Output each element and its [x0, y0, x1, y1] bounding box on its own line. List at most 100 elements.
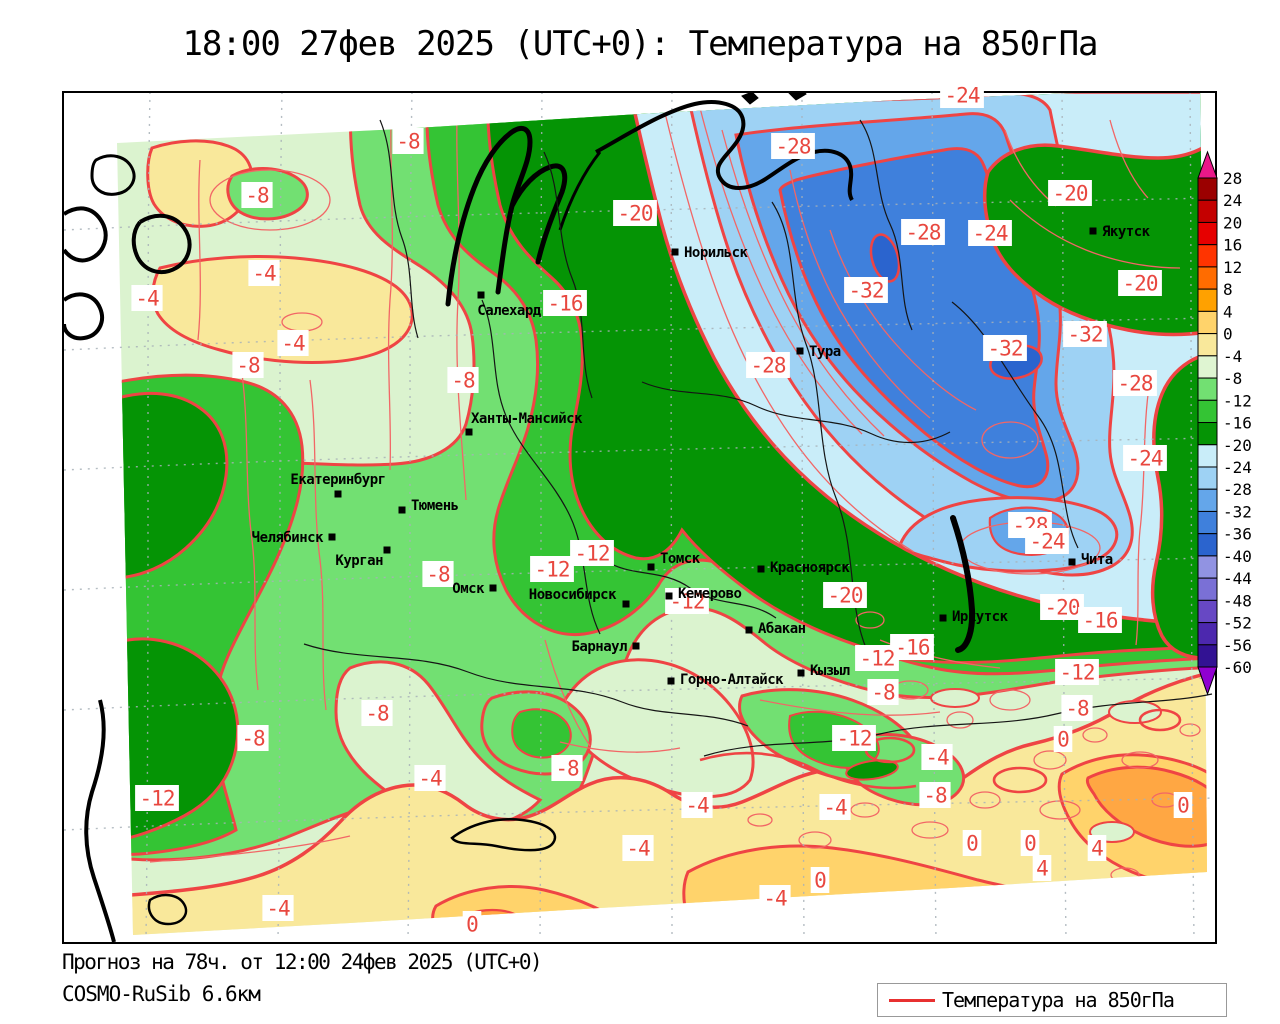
isotherm-label: -4: [266, 897, 290, 921]
isotherm-label: -28: [751, 354, 786, 378]
isotherm-label-box: [241, 182, 273, 208]
isotherm-label: -28: [906, 221, 941, 245]
city-dot: [622, 600, 630, 608]
colorbar-tick-label: 8: [1223, 280, 1233, 299]
isotherm-label: -20: [618, 202, 653, 226]
colorbar-tick-label: -52: [1223, 614, 1252, 633]
mountain-green-dark: [845, 759, 899, 781]
isotherm-label: -12: [1060, 661, 1095, 685]
isotherm-label: -24: [973, 222, 1008, 246]
arctic-island2: [787, 92, 807, 101]
coastlines-and-borders: [63, 92, 1213, 943]
city-label: Иркутск: [952, 609, 1009, 625]
isotherm-label: -28: [776, 135, 811, 159]
isotherm-label: -20: [828, 584, 863, 608]
colorbar-tick-label: -4: [1223, 347, 1242, 366]
temperature-colorbar: 28 24 20 16 12 8 4 0 -4 -8 -12 -16 -20 -24 -28 -32 -36 -4…: [1197, 150, 1252, 696]
isotherm-label: -16: [548, 292, 583, 316]
isotherm-label: -8: [1065, 697, 1089, 721]
pale-spot-se1: [1108, 700, 1162, 724]
isotherm-label-box: [810, 867, 830, 893]
isotherm-label-box: [962, 830, 982, 856]
isotherm-label-box: [232, 352, 264, 378]
city-dot: [796, 347, 804, 355]
isotherm-label: -4: [685, 794, 709, 818]
colorbar-tick-label: -32: [1223, 502, 1252, 521]
city-dot: [757, 565, 765, 573]
isotherm-label: -32: [1068, 323, 1103, 347]
colorbar-box: [1197, 377, 1218, 401]
isotherm-label-box: [919, 782, 951, 808]
colorbar-box: [1197, 622, 1218, 646]
lake-balkhash: [450, 818, 557, 852]
colorbar-tick-label: -16: [1223, 414, 1252, 433]
isotherm-label: 0: [814, 869, 826, 893]
map-title: 18:00 27фев 2025 (UTC+0): Температура на…: [182, 24, 1098, 64]
isotherm-label: -8: [365, 702, 389, 726]
city-label: Екатеринбург: [290, 472, 385, 488]
isotherm-label-box: [392, 128, 424, 154]
city-dot: [665, 592, 673, 600]
city-label: Омск: [452, 581, 485, 597]
ob-gulf: [445, 125, 568, 307]
legend-line-sample: [889, 998, 935, 1002]
colorbar-box: [1197, 577, 1218, 601]
admin-borders: [303, 119, 1213, 757]
isotherm-label-box: [983, 335, 1027, 361]
colorbar-tick-label: -48: [1223, 591, 1252, 610]
colorbar-tick-label: 16: [1223, 236, 1242, 255]
city-label: Ханты-Мансийск: [471, 411, 583, 427]
isotherm-label: -8: [396, 130, 420, 154]
city-dot: [939, 614, 947, 622]
isotherm-label: -4: [418, 767, 442, 791]
isotherm-label-box: [665, 588, 709, 614]
isotherm-label: -32: [849, 279, 884, 303]
colorbar-box: [1197, 599, 1218, 624]
colorbar-tick-label: -24: [1223, 458, 1252, 477]
isotherm-label-box: [855, 645, 899, 671]
colorbar-box: [1197, 266, 1218, 290]
city-label: Тура: [809, 344, 841, 360]
isotherm-labels: -8 -24 -28 -20 -20 -8 -28 -24 -16 -32 -4 -4 -28 -32 -3…: [131, 82, 1193, 937]
colorbar-tick-label: -40: [1223, 547, 1252, 566]
isotherm-label-box: [1032, 855, 1052, 881]
isotherm-label: -24: [1030, 530, 1065, 554]
forecast-info: Прогноз на 78ч. от 12:00 24фев 2025 (UTC…: [62, 950, 543, 974]
colorbar-box: [1197, 422, 1218, 446]
isotherm-label-box: [844, 277, 888, 303]
aral-ring: [147, 893, 188, 926]
isotherm-label-box: [1113, 370, 1157, 396]
isotherm-label-box: [681, 792, 713, 818]
isotherm-label: -4: [823, 796, 847, 820]
isotherm-label: -4: [281, 332, 305, 356]
isotherm-label-box: [867, 679, 899, 705]
region-deep-orange-se: [1085, 765, 1207, 848]
city-label: Курган: [335, 553, 383, 569]
isotherm-label-box: [968, 220, 1012, 246]
isotherm-label-box: [530, 556, 574, 582]
isotherm-label-box: [361, 700, 393, 726]
isotherm-label-box: [771, 133, 815, 159]
colorbar-arrow-down: [1197, 666, 1218, 696]
colorbar-box: [1197, 355, 1218, 379]
isotherm-label-box: [823, 582, 867, 608]
temperature-field: [117, 92, 1207, 935]
city-dot: [465, 428, 473, 436]
isotherm-label: -20: [1123, 272, 1158, 296]
isotherm-label-box: [543, 290, 587, 316]
city-dot: [1089, 227, 1097, 235]
isotherm-label: -12: [140, 787, 175, 811]
colorbar-box: [1197, 466, 1218, 490]
isotherm-label-box: [622, 835, 654, 861]
arctic-island1: [741, 92, 759, 105]
city-label: Чита: [1081, 552, 1113, 568]
city-label: Тюмень: [411, 498, 459, 514]
legend-box: Температура на 850гПа: [877, 983, 1227, 1017]
isotherm-label: -12: [860, 647, 895, 671]
isotherm-label-box: [1053, 726, 1073, 752]
yenisei-mouth: [558, 151, 602, 231]
isotherm-label: 0: [1057, 728, 1069, 752]
white-sea: [131, 213, 192, 275]
